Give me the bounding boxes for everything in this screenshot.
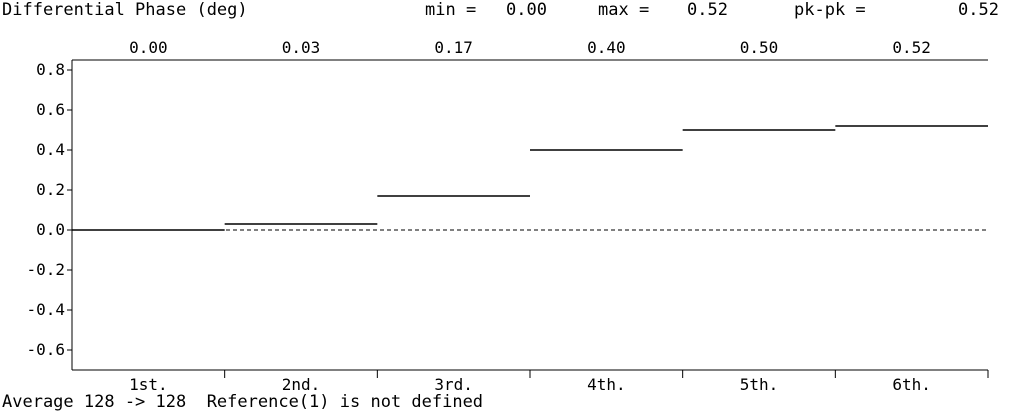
x-category-label: 5th. xyxy=(740,375,779,394)
y-tick-label: 0.8 xyxy=(36,60,65,79)
pkpk-value: 0.52 xyxy=(958,0,999,20)
value-label: 0.03 xyxy=(282,38,321,57)
x-category-label: 1st. xyxy=(129,375,168,394)
value-label: 0.52 xyxy=(892,38,931,57)
y-tick-label: -0.2 xyxy=(26,260,65,279)
value-label: 0.17 xyxy=(434,38,473,57)
value-label: 0.50 xyxy=(740,38,779,57)
chart-title: Differential Phase (deg) xyxy=(2,0,248,20)
y-tick-label: -0.6 xyxy=(26,340,65,359)
status-line: Average 128 -> 128 Reference(1) is not d… xyxy=(2,392,484,412)
y-tick-label: 0.0 xyxy=(36,220,65,239)
x-category-label: 3rd. xyxy=(434,375,473,394)
pkpk-label: pk-pk = xyxy=(794,0,866,20)
value-label: 0.00 xyxy=(129,38,168,57)
max-value: 0.52 xyxy=(687,0,728,20)
x-category-label: 6th. xyxy=(892,375,931,394)
y-tick-label: -0.4 xyxy=(26,300,65,319)
y-tick-label: 0.6 xyxy=(36,100,65,119)
y-tick-label: 0.4 xyxy=(36,140,65,159)
x-category-label: 4th. xyxy=(587,375,626,394)
x-category-label: 2nd. xyxy=(282,375,321,394)
y-tick-label: 0.2 xyxy=(36,180,65,199)
max-label: max = xyxy=(598,0,650,20)
value-label: 0.40 xyxy=(587,38,626,57)
min-value: 0.00 xyxy=(506,0,547,20)
min-label: min = xyxy=(425,0,477,20)
